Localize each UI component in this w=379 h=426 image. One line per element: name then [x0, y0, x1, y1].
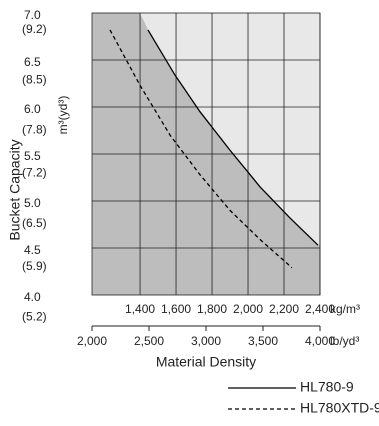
x2-tick-label: 4,000: [305, 334, 335, 348]
y-tick-label: 5.0: [24, 196, 41, 210]
legend-label: HL780-9: [300, 379, 354, 395]
y2-tick-label: (5.2): [22, 309, 47, 323]
x2-tick-label: 3,000: [191, 334, 221, 348]
x-tick-label: 1,800: [197, 302, 227, 316]
x-unit: kg/m³: [330, 302, 360, 316]
y-tick-label: 6.5: [24, 55, 41, 69]
legend-label: HL780XTD-9: [300, 400, 379, 416]
x2-unit: lb/yd³: [330, 334, 359, 348]
y-axis-label: Bucket Capacity: [7, 139, 23, 240]
x-axis-label: Material Density: [156, 354, 256, 370]
y-tick-label: 4.0: [24, 290, 41, 304]
y2-tick-label: (6.5): [22, 216, 47, 230]
y-tick-label: 6.0: [24, 102, 41, 116]
y2-tick-label: (7.8): [22, 123, 47, 137]
x-tick-label: 1,600: [161, 302, 191, 316]
y2-tick-label: (9.2): [22, 22, 47, 36]
x-tick-label: 2,400: [305, 302, 335, 316]
y-unit: m³(yd³): [56, 96, 70, 135]
y2-tick-label: (7.2): [22, 166, 47, 180]
series-line: [147, 29, 319, 246]
y2-tick-label: (5.9): [22, 259, 47, 273]
x-tick-label: 2,200: [269, 302, 299, 316]
y-tick-label: 7.0: [24, 8, 41, 22]
x2-tick-label: 3,500: [248, 334, 278, 348]
x2-tick-label: 2,500: [134, 334, 164, 348]
plot-frame: [91, 12, 321, 296]
y-tick-label: 4.5: [24, 243, 41, 257]
x2-tick-label: 2,000: [77, 334, 107, 348]
y2-tick-label: (8.5): [22, 72, 47, 86]
x-tick-label: 1,400: [125, 302, 155, 316]
y-tick-label: 5.5: [24, 149, 41, 163]
series-line: [109, 29, 293, 269]
x-tick-label: 2,000: [233, 302, 263, 316]
